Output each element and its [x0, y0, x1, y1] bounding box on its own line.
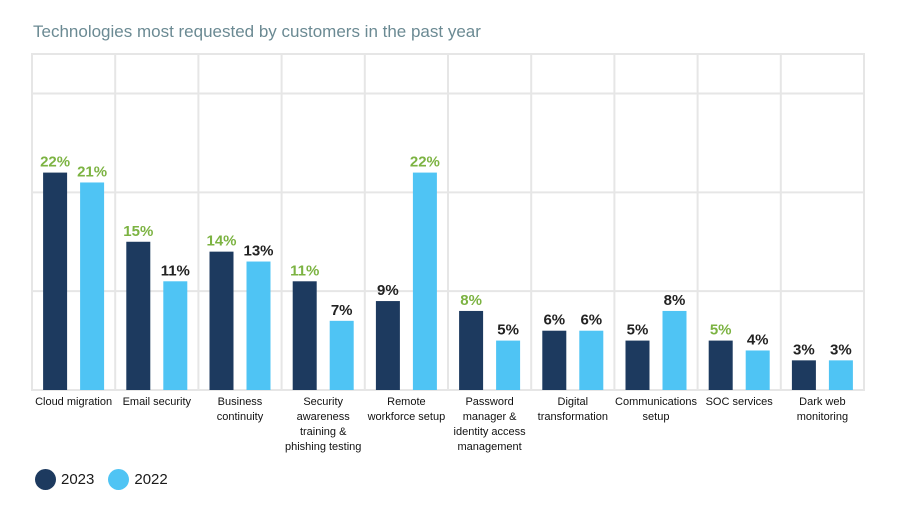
legend-label-2023: 2023 [61, 471, 95, 488]
legend-swatch-2023 [35, 469, 56, 490]
bar-2023-9 [708, 340, 733, 390]
data-label-2023-3: 14% [206, 233, 236, 250]
data-label-2022-8: 8% [664, 292, 686, 309]
category-label-3: Business continuity [217, 396, 264, 423]
bar-2023-7 [542, 330, 567, 390]
bar-2022-2 [163, 281, 188, 390]
data-label-2023-4: 11% [290, 262, 319, 279]
category-label-2: Email security [123, 396, 192, 408]
bar-2022-3 [246, 261, 271, 390]
legend-item-2023: 2023 [35, 469, 94, 490]
category-label-10: Dark web monitoring [797, 396, 848, 423]
bar-2022-5 [412, 172, 437, 390]
bar-2022-7 [579, 330, 604, 390]
data-label-2023-9: 5% [710, 322, 732, 339]
bar-2023-2 [126, 241, 151, 390]
bar-2022-1 [80, 182, 105, 390]
data-label-2022-6: 5% [497, 322, 519, 339]
legend-swatch-2022 [108, 469, 130, 490]
chart-title: Technologies most requested by customers… [33, 22, 481, 41]
data-label-2022-9: 4% [747, 331, 769, 348]
category-label-6: Password manager & identity access manageme… [454, 396, 527, 453]
data-label-2022-5: 22% [410, 154, 440, 171]
category-label-7: Digital transformation [538, 396, 608, 423]
data-label-2023-10: 3% [793, 341, 815, 358]
data-label-2022-4: 7% [331, 302, 353, 319]
data-label-2023-7: 6% [543, 312, 565, 329]
data-label-2023-8: 5% [627, 322, 649, 339]
data-label-2022-3: 13% [243, 243, 273, 260]
data-label-2022-7: 6% [580, 312, 602, 329]
bar-2023-4 [292, 281, 317, 390]
bar-2022-10 [828, 360, 853, 390]
bar-2023-1 [43, 172, 68, 390]
bar-2023-6 [459, 310, 484, 390]
legend: 2023 2022 [35, 469, 168, 490]
category-label-8: Communications setup [615, 396, 697, 423]
data-label-2022-1: 21% [77, 163, 107, 180]
category-label-1: Cloud migration [35, 396, 112, 408]
bar-2022-6 [496, 340, 521, 390]
legend-label-2022: 2022 [134, 471, 168, 488]
category-label-4: Security awareness training & phishing test… [285, 396, 361, 453]
bar-2023-3 [209, 251, 234, 390]
bar-2022-9 [745, 350, 770, 390]
data-label-2022-2: 11% [161, 262, 190, 279]
data-label-2023-2: 15% [123, 223, 153, 240]
data-label-2022-10: 3% [830, 341, 852, 358]
data-label-2023-5: 9% [377, 282, 399, 299]
bar-2022-8 [662, 310, 687, 390]
bar-2023-5 [375, 301, 400, 390]
data-label-2023-6: 8% [460, 292, 482, 309]
bar-2022-4 [329, 320, 354, 390]
bar-2023-8 [625, 340, 650, 390]
data-label-2023-1: 22% [40, 154, 70, 171]
category-label-9: SOC services [706, 396, 774, 408]
bar-2023-10 [791, 360, 816, 390]
legend-item-2022: 2022 [108, 469, 168, 490]
category-label-5: Remote workforce setup [367, 396, 446, 423]
